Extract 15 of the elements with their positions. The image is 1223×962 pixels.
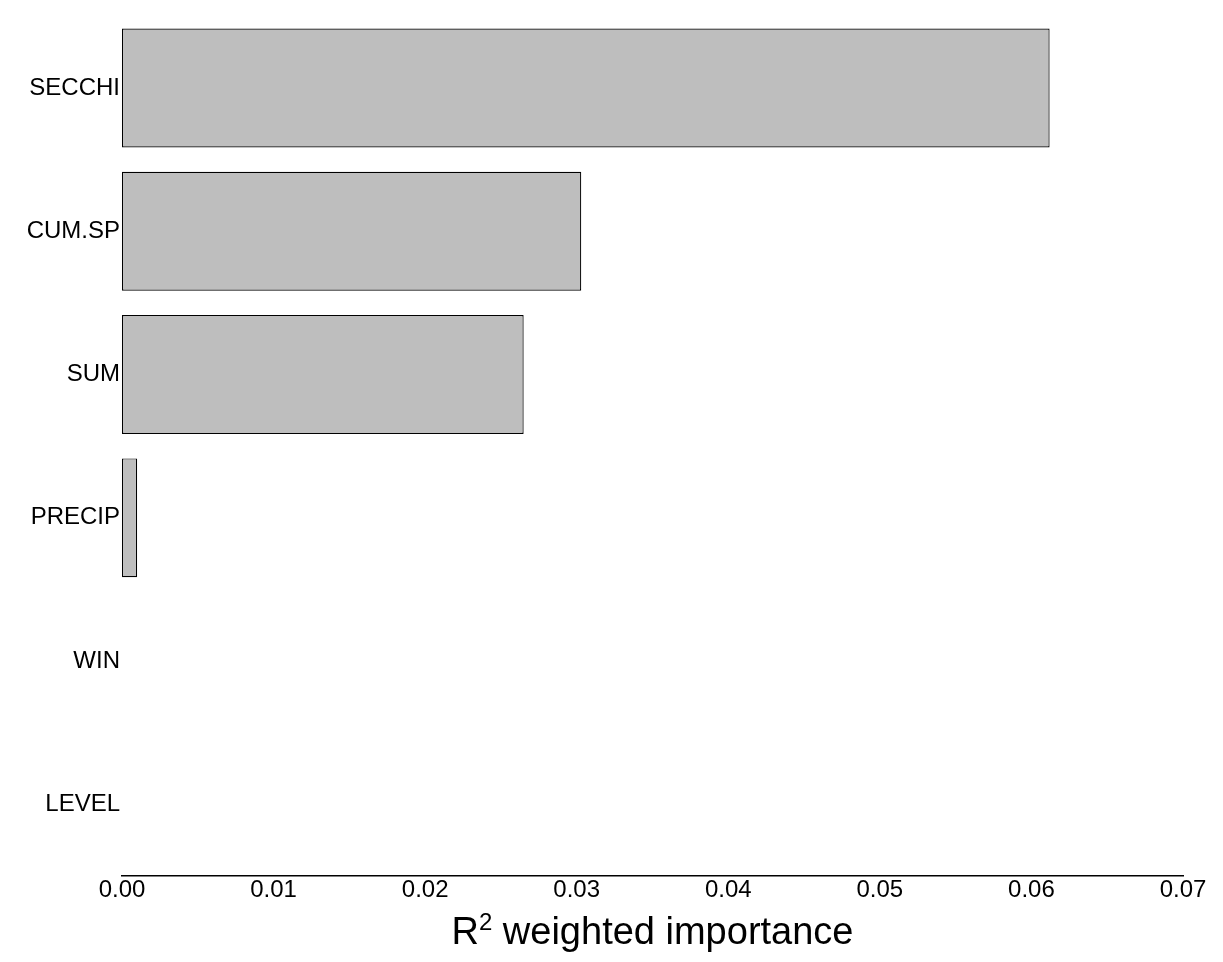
y-tick-label: CUM.SP <box>26 215 120 243</box>
x-tick-label: 0.04 <box>704 875 752 903</box>
x-axis-title: R$^{2}$ weighted importance <box>450 908 855 952</box>
x-tick-label: 0.02 <box>401 875 449 903</box>
x-tick-label: 0.03 <box>553 875 601 903</box>
y-tick-label: PRECIP <box>30 502 120 530</box>
x-tick-label: 0.05 <box>856 875 904 903</box>
x-tick-label: 0.07 <box>1159 875 1207 903</box>
x-tick-label: 0.06 <box>1008 875 1055 903</box>
y-tick-label: WIN <box>73 645 120 673</box>
y-tick-label: SUM <box>66 359 120 387</box>
y-tick-label: SECCHI <box>29 72 120 100</box>
y-tick-label: LEVEL <box>45 788 120 816</box>
x-tick-label: 0.00 <box>98 875 146 903</box>
x-tick-label: 0.01 <box>250 875 297 903</box>
